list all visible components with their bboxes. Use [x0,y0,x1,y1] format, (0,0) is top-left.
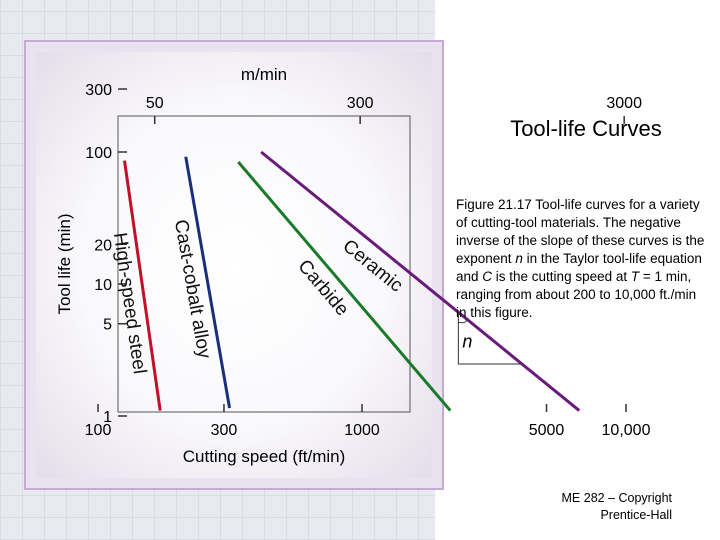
y-tick-label: 5 [103,317,112,334]
y-tick-label: 100 [85,145,112,162]
content-panel [435,0,720,540]
figure-caption: Figure 21.17 Tool-life curves for a vari… [456,196,706,322]
x-tick-label: 5000 [529,422,565,439]
slope-triangle [457,312,522,365]
series-label: Ceramic [338,236,406,297]
footer-line-2: Prentice-Hall [600,508,672,522]
x-tick-label: 100 [85,422,112,439]
copyright-footer: ME 282 – Copyright Prentice-Hall [520,490,672,524]
caption-text-2: in the Taylor tool-life equation and [456,251,702,284]
caption-text-4: = 1 min, ranging from about 200 to 10,00… [456,269,697,320]
y-tick-label: 10 [94,277,112,294]
y-axis-label: Tool life (min) [55,213,74,314]
series-line [184,156,232,409]
series-line [260,150,581,412]
caption-text-1: Figure 21.17 Tool-life curves for a vari… [456,197,705,266]
x-tick-label: 10,000 [602,422,651,439]
secondary-x-axis-label: m/min [241,65,287,84]
caption-var-n: n [515,251,523,266]
x-tick-label: 300 [211,422,238,439]
y-tick-label: 1 [103,409,112,426]
plot-frame [117,115,411,413]
x-tick-label: 1000 [344,422,380,439]
y-tick-label: 300 [85,82,112,99]
series-line [123,160,162,411]
caption-var-c: C [482,269,493,284]
secondary-x-tick-label: 50 [146,95,164,112]
caption-text-3: is the cutting speed at [492,269,631,284]
x-axis-label: Cutting speed (ft/min) [183,447,346,466]
y-tick-label: 20 [94,237,112,254]
slope-label: n [462,331,472,351]
figure-inner [36,52,432,478]
series-line [237,161,452,412]
series-label: Carbide [293,256,352,320]
slope-angle-arc [458,318,468,324]
secondary-x-tick-label: 300 [347,95,374,112]
caption-var-t: T [630,269,640,284]
slide-title: Tool-life Curves [510,116,662,141]
figure-frame [24,40,444,490]
secondary-x-tick-label: 3000 [606,95,642,112]
footer-line-1: ME 282 – Copyright [561,491,672,505]
